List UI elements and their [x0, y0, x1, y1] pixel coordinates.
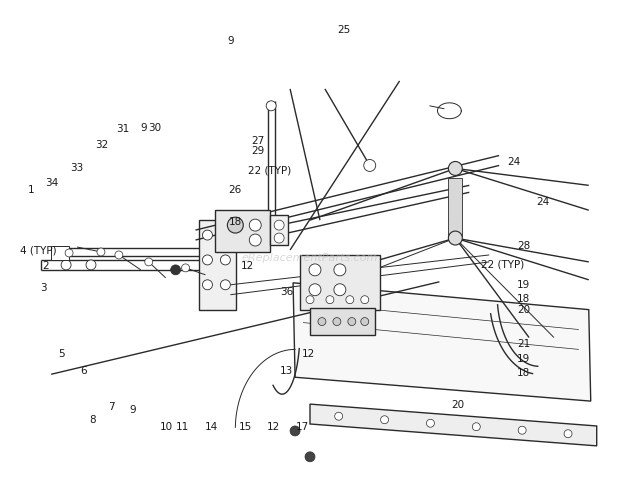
Text: 24: 24 [537, 197, 550, 207]
Text: 20: 20 [451, 400, 465, 410]
Circle shape [448, 231, 463, 245]
Circle shape [333, 318, 341, 326]
Text: 10: 10 [160, 422, 174, 432]
Circle shape [309, 264, 321, 276]
Circle shape [144, 258, 153, 266]
Circle shape [361, 318, 369, 326]
Text: 30: 30 [148, 123, 161, 133]
Bar [215, 210, 270, 252]
Text: 36: 36 [280, 287, 293, 298]
Circle shape [348, 318, 356, 326]
Text: 12: 12 [241, 261, 254, 271]
Text: 12: 12 [267, 422, 280, 432]
Circle shape [249, 219, 261, 231]
Text: 15: 15 [239, 422, 252, 432]
Circle shape [448, 161, 463, 176]
Text: 29: 29 [251, 146, 264, 155]
Circle shape [518, 426, 526, 434]
Text: 18: 18 [517, 368, 530, 378]
Circle shape [203, 280, 213, 290]
Text: 19: 19 [517, 354, 530, 364]
Circle shape [115, 251, 123, 259]
Circle shape [334, 284, 346, 296]
Circle shape [170, 265, 180, 275]
Circle shape [290, 426, 300, 436]
Circle shape [274, 233, 284, 243]
Circle shape [306, 296, 314, 304]
Circle shape [220, 255, 231, 265]
Circle shape [228, 217, 243, 233]
Circle shape [86, 260, 96, 270]
Text: 20: 20 [517, 305, 530, 314]
Circle shape [309, 284, 321, 296]
Circle shape [203, 230, 213, 240]
Text: 3: 3 [40, 282, 46, 293]
Text: 31: 31 [116, 123, 129, 134]
Text: 12: 12 [302, 349, 316, 359]
Text: 2: 2 [43, 261, 49, 271]
Circle shape [334, 264, 346, 276]
Circle shape [364, 159, 376, 171]
Text: 24: 24 [507, 157, 520, 167]
Text: 19: 19 [517, 280, 530, 290]
Text: 17: 17 [296, 422, 309, 432]
Text: 18: 18 [517, 294, 530, 304]
Bar [270, 215, 288, 245]
Circle shape [220, 230, 231, 240]
Text: 13: 13 [280, 366, 293, 376]
Text: 32: 32 [95, 140, 108, 150]
Circle shape [318, 318, 326, 326]
Text: 9: 9 [130, 405, 136, 415]
Text: 7: 7 [108, 402, 115, 412]
Circle shape [182, 264, 190, 272]
Circle shape [203, 255, 213, 265]
Circle shape [564, 430, 572, 438]
Text: eReplacementParts.com: eReplacementParts.com [242, 253, 378, 263]
Text: 34: 34 [45, 179, 59, 188]
Circle shape [305, 452, 315, 462]
Circle shape [335, 412, 343, 420]
Circle shape [381, 416, 389, 424]
Text: 1: 1 [28, 184, 34, 195]
Circle shape [427, 419, 435, 427]
Text: 9: 9 [140, 123, 147, 133]
Text: 27: 27 [251, 136, 264, 146]
Text: 25: 25 [337, 25, 350, 35]
Circle shape [61, 260, 71, 270]
Text: 18: 18 [229, 216, 242, 226]
Text: 9: 9 [228, 35, 234, 46]
Text: 6: 6 [80, 366, 87, 376]
Circle shape [274, 220, 284, 230]
Text: 14: 14 [205, 422, 218, 432]
Text: 5: 5 [58, 349, 65, 359]
Polygon shape [310, 404, 596, 446]
Text: 11: 11 [175, 422, 189, 432]
Bar [448, 179, 463, 236]
Bar [310, 308, 374, 336]
Text: 33: 33 [70, 163, 83, 173]
Circle shape [65, 249, 73, 257]
Circle shape [326, 296, 334, 304]
Text: 4 (TYP): 4 (TYP) [20, 246, 57, 256]
Bar [198, 220, 236, 309]
Bar [300, 255, 379, 309]
Circle shape [346, 296, 354, 304]
Text: 28: 28 [517, 241, 530, 251]
Text: 26: 26 [228, 184, 241, 195]
Circle shape [249, 234, 261, 246]
Circle shape [266, 101, 276, 111]
Text: 22 (TYP): 22 (TYP) [481, 260, 524, 270]
Text: 21: 21 [517, 339, 530, 349]
Circle shape [220, 280, 231, 290]
Text: 8: 8 [89, 415, 96, 425]
Bar [51, 246, 69, 260]
Circle shape [97, 248, 105, 256]
Polygon shape [293, 283, 591, 401]
Circle shape [361, 296, 369, 304]
Text: 22 (TYP): 22 (TYP) [248, 165, 291, 175]
Circle shape [472, 423, 480, 430]
